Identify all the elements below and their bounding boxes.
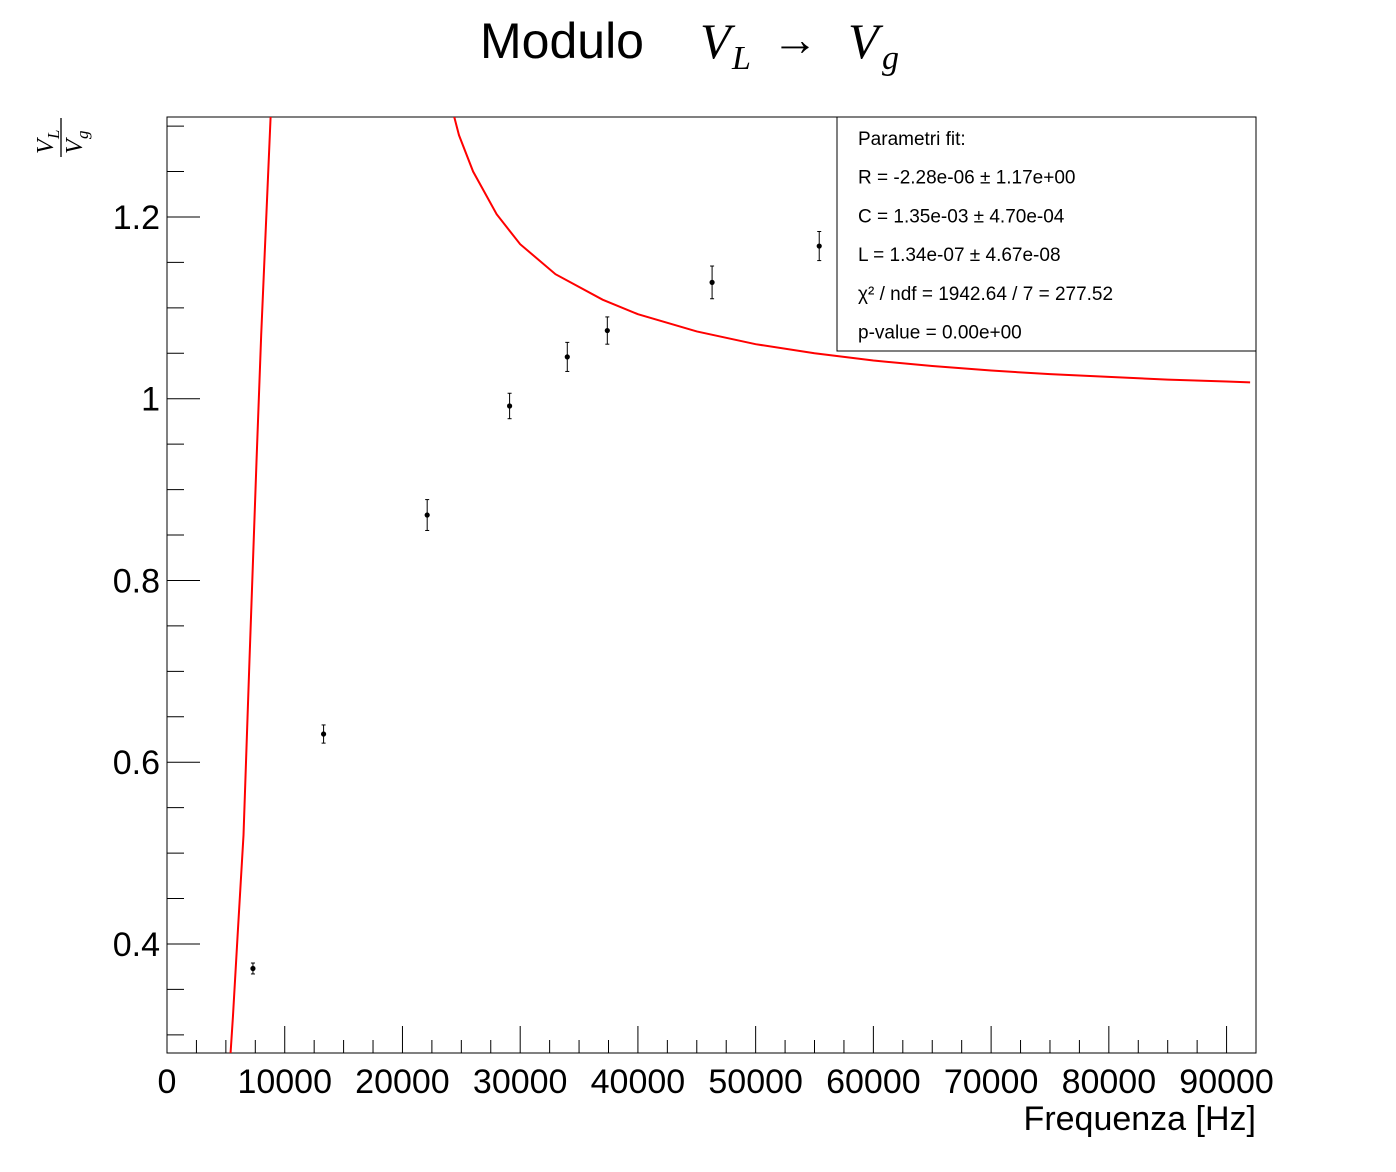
fit-parameter-line: χ² / ndf = 1942.64 / 7 = 277.52 bbox=[858, 284, 1113, 305]
x-tick-label: 90000 bbox=[1179, 1063, 1274, 1101]
y-axis-label-numerator-sub: L bbox=[44, 130, 63, 140]
y-tick-label: 0.4 bbox=[113, 926, 160, 964]
x-tick-label: 60000 bbox=[826, 1063, 921, 1101]
x-tick-label: 20000 bbox=[355, 1063, 450, 1101]
fit-parameters-box: Parametri fit: R = -2.28e-06 ± 1.17e+00 C … bbox=[836, 116, 1257, 352]
y-axis-ticks: 0.4 0.6 0.8 1 1.2 bbox=[113, 125, 200, 1036]
y-tick-label: 1 bbox=[141, 381, 160, 419]
chart-title-var1: V bbox=[700, 13, 736, 69]
data-marker bbox=[424, 512, 430, 518]
data-point bbox=[709, 265, 715, 300]
data-marker bbox=[816, 243, 822, 249]
x-tick-label: 50000 bbox=[708, 1063, 803, 1101]
x-tick-label: 0 bbox=[158, 1063, 177, 1101]
fit-parameter-line: L = 1.34e-07 ± 4.67e-08 bbox=[858, 245, 1061, 266]
y-tick-label: 1.2 bbox=[113, 199, 160, 237]
data-point bbox=[604, 316, 610, 345]
y-axis-label-denominator: V bbox=[62, 137, 88, 154]
x-axis-label: Frequenza [Hz] bbox=[1024, 1100, 1256, 1138]
y-axis-label: V L V g bbox=[33, 118, 92, 157]
fit-parameters-frame bbox=[836, 116, 1257, 352]
y-tick-label: 0.6 bbox=[113, 744, 160, 782]
data-point bbox=[816, 231, 822, 262]
plot-frame bbox=[166, 116, 1257, 1054]
data-marker bbox=[604, 327, 610, 334]
data-point bbox=[506, 392, 513, 420]
data-marker bbox=[320, 731, 327, 737]
fit-curve-branch-1 bbox=[229, 117, 272, 1053]
chart-title-arrow: → bbox=[772, 13, 818, 65]
y-axis-label-numerator: V bbox=[33, 137, 59, 154]
fit-curve-branch-2 bbox=[453, 117, 1251, 384]
chart-title-var1-sub: L bbox=[731, 40, 751, 77]
chart-title-prefix: Modulo bbox=[480, 13, 644, 69]
x-tick-label: 40000 bbox=[591, 1063, 686, 1101]
data-marker bbox=[564, 354, 570, 360]
x-axis-ticks: 0 10000 20000 30000 40000 50000 60000 70000 8000… bbox=[158, 1026, 1274, 1101]
data-point bbox=[250, 962, 256, 975]
x-tick-label: 70000 bbox=[944, 1063, 1039, 1101]
data-point bbox=[320, 724, 327, 744]
fit-curve bbox=[229, 117, 1251, 1053]
fit-parameter-line: C = 1.35e-03 ± 4.70e-04 bbox=[858, 206, 1065, 227]
y-axis-label-denominator-sub: g bbox=[73, 131, 92, 140]
data-marker bbox=[506, 403, 513, 409]
fit-parameter-line: Parametri fit: bbox=[858, 129, 966, 150]
data-point bbox=[564, 341, 570, 372]
fit-parameter-line: R = -2.28e-06 ± 1.17e+00 bbox=[858, 168, 1075, 189]
data-points bbox=[250, 231, 822, 975]
x-tick-label: 80000 bbox=[1062, 1063, 1157, 1101]
x-tick-label: 30000 bbox=[473, 1063, 568, 1101]
chart-title: Modulo V L → V g bbox=[480, 13, 899, 77]
y-tick-label: 0.8 bbox=[113, 562, 160, 600]
data-point bbox=[424, 499, 430, 531]
data-marker bbox=[250, 965, 256, 972]
data-marker bbox=[709, 279, 715, 285]
x-tick-label: 10000 bbox=[237, 1063, 332, 1101]
fit-parameter-line: p-value = 0.00e+00 bbox=[858, 323, 1022, 344]
chart-title-var2: V bbox=[848, 13, 884, 69]
chart-title-var2-sub: g bbox=[882, 40, 899, 77]
